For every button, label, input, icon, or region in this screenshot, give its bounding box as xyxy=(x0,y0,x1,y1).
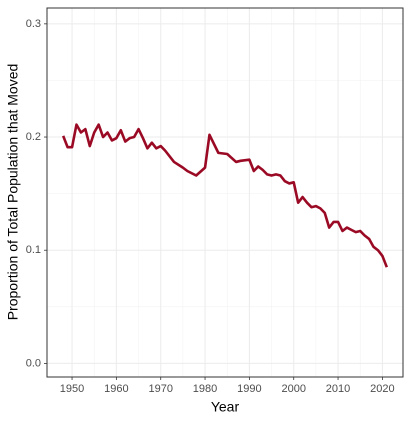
x-tick-label: 2020 xyxy=(370,383,394,395)
x-tick-label: 1990 xyxy=(237,383,261,395)
x-tick-label: 1960 xyxy=(104,383,128,395)
y-axis-title: Proportion of Total Population that Move… xyxy=(5,64,21,321)
x-tick-label: 1970 xyxy=(148,383,172,395)
data-line xyxy=(61,123,389,268)
x-tick-label: 1980 xyxy=(193,383,217,395)
y-tick-label: 0.0 xyxy=(26,357,41,369)
y-tick-label: 0.2 xyxy=(26,131,41,143)
x-tick-label: 2010 xyxy=(326,383,350,395)
x-tick-label: 1950 xyxy=(60,383,84,395)
y-tick-label: 0.3 xyxy=(26,18,41,30)
y-tick-label: 0.1 xyxy=(26,244,41,256)
panel-border xyxy=(46,7,404,378)
x-tick-label: 2000 xyxy=(281,383,305,395)
x-axis-title: Year xyxy=(211,399,240,415)
